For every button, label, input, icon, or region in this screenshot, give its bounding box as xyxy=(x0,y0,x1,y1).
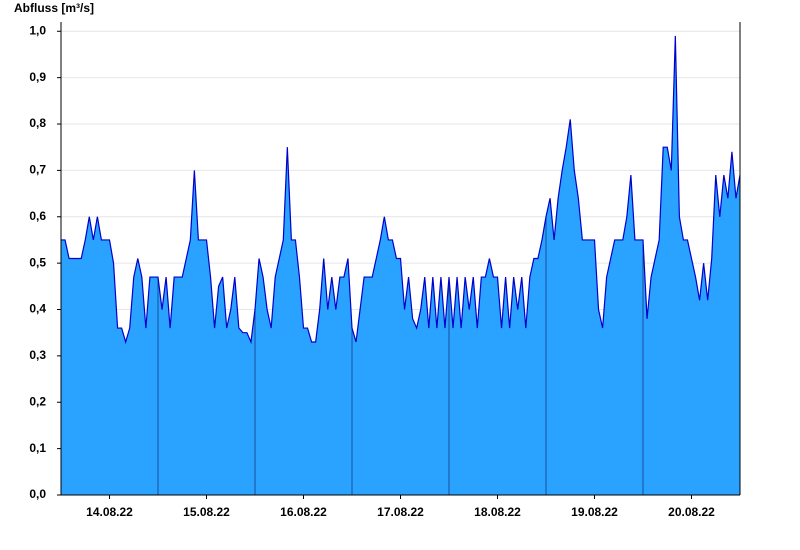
y-tick-label: 0,3 xyxy=(29,348,46,362)
line xyxy=(61,35,741,345)
y-tick-label: 0,4 xyxy=(29,302,46,316)
y-tick-label: 0,0 xyxy=(29,487,46,501)
x-tick-label: 15.08.22 xyxy=(183,505,230,519)
y-tick-label: 1,0 xyxy=(29,23,46,37)
y-tick-label: 0,9 xyxy=(29,70,46,84)
y-tick-label: 0,5 xyxy=(29,255,46,269)
x-tick-label: 19.08.22 xyxy=(571,505,618,519)
x-tick-label: 18.08.22 xyxy=(474,505,521,519)
x-tick-label: 17.08.22 xyxy=(377,505,424,519)
y-tick-label: 0,8 xyxy=(29,116,46,130)
y-tick-label: 0,7 xyxy=(29,163,46,177)
y-tick-label: 0,2 xyxy=(29,394,46,408)
y-tick-label: 0,1 xyxy=(29,441,46,455)
chart-title: Abfluss [m³/s] xyxy=(14,1,94,15)
y-tick-label: 0,6 xyxy=(29,209,46,223)
x-tick-label: 14.08.22 xyxy=(86,505,133,519)
x-tick-label: 20.08.22 xyxy=(668,505,715,519)
x-tick-label: 16.08.22 xyxy=(280,505,327,519)
